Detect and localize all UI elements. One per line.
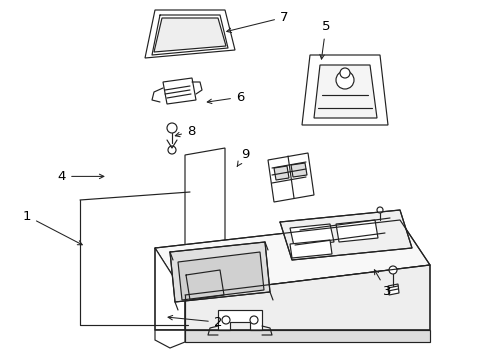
Polygon shape bbox=[145, 10, 235, 58]
Circle shape bbox=[377, 207, 383, 213]
Text: 1: 1 bbox=[23, 210, 82, 245]
Circle shape bbox=[340, 68, 350, 78]
Polygon shape bbox=[170, 242, 270, 302]
Polygon shape bbox=[154, 18, 226, 52]
Text: 5: 5 bbox=[320, 21, 330, 59]
Polygon shape bbox=[274, 166, 289, 180]
Circle shape bbox=[222, 316, 230, 324]
Text: 2: 2 bbox=[168, 315, 222, 329]
Polygon shape bbox=[314, 65, 377, 118]
Polygon shape bbox=[291, 163, 307, 177]
Polygon shape bbox=[163, 78, 196, 104]
Circle shape bbox=[168, 146, 176, 154]
Polygon shape bbox=[155, 220, 430, 295]
Circle shape bbox=[250, 316, 258, 324]
Polygon shape bbox=[388, 284, 399, 295]
Polygon shape bbox=[185, 148, 225, 288]
Polygon shape bbox=[185, 265, 430, 330]
Text: 3: 3 bbox=[374, 270, 392, 298]
Text: 9: 9 bbox=[237, 148, 249, 166]
Text: 8: 8 bbox=[175, 125, 196, 138]
Polygon shape bbox=[280, 210, 412, 260]
Polygon shape bbox=[268, 153, 314, 202]
Polygon shape bbox=[155, 330, 185, 348]
Polygon shape bbox=[336, 220, 378, 242]
Circle shape bbox=[167, 123, 177, 133]
Polygon shape bbox=[178, 252, 264, 300]
Polygon shape bbox=[185, 330, 430, 342]
Circle shape bbox=[336, 71, 354, 89]
Polygon shape bbox=[155, 248, 185, 330]
Text: 7: 7 bbox=[227, 11, 289, 32]
Circle shape bbox=[389, 266, 397, 274]
Polygon shape bbox=[290, 240, 332, 258]
Text: 6: 6 bbox=[207, 91, 245, 104]
Text: 4: 4 bbox=[58, 170, 104, 183]
Polygon shape bbox=[218, 310, 262, 330]
Polygon shape bbox=[290, 224, 334, 246]
Polygon shape bbox=[302, 55, 388, 125]
